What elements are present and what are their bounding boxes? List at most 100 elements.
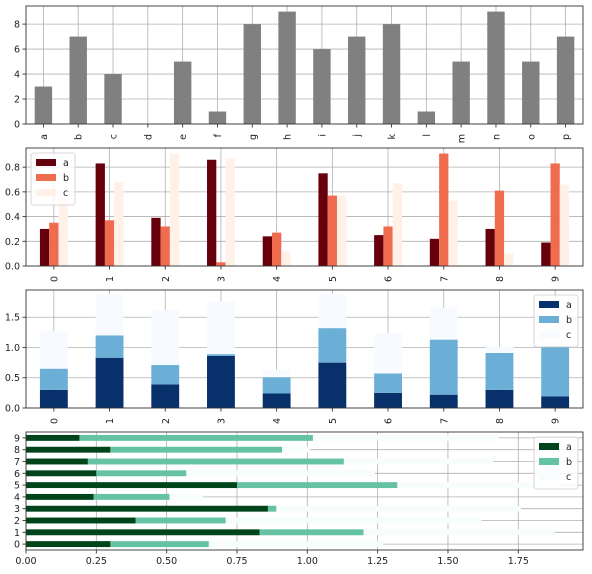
legend-swatch-a: [539, 301, 559, 308]
bar-a-2: [151, 384, 180, 408]
legend-label-b: b: [63, 173, 69, 184]
bar-b-8: [485, 352, 514, 390]
bar-c-0: [208, 541, 384, 548]
bar-b-7: [429, 339, 458, 395]
bar-b-2: [135, 517, 226, 524]
bar-c-1: [95, 294, 124, 336]
bar-a-1: [95, 163, 105, 266]
chart-panel-3: 0.0 0.5 1.0 1.5 0 1 2 3 4 5 6 7 8 9 abc: [5, 289, 584, 424]
bar-a-2: [151, 217, 161, 266]
bar-c-9: [312, 434, 499, 441]
bar-a-9: [541, 242, 551, 266]
x-tick-label: 5: [328, 418, 339, 424]
bar-c-5: [336, 195, 347, 266]
x-tick-label: p: [561, 134, 572, 140]
x-tick-label: 6: [384, 276, 395, 282]
x-tick-label: 2: [161, 276, 172, 282]
bar-a-7: [26, 458, 88, 465]
x-tick-label: d: [143, 134, 154, 140]
bar-a-1: [26, 529, 260, 536]
bar-c-4: [169, 493, 204, 500]
legend-swatch-b: [539, 316, 559, 323]
chart-panel-1: 0 2 4 6 8 a b c d e f g h i j k l m n o p: [14, 5, 584, 143]
bar-c-3: [276, 505, 522, 512]
x-tick-label: 3: [216, 418, 227, 424]
bar-value-j: [348, 36, 366, 125]
bar-b-9: [541, 346, 570, 397]
x-tick-label: 1.75: [508, 556, 529, 567]
y-tick-label: 8: [14, 20, 20, 31]
bar-b-5: [318, 328, 347, 363]
legend: abc: [533, 294, 579, 348]
legend-label-a: a: [63, 158, 69, 169]
x-tick-label: 0: [49, 418, 60, 424]
x-tick-label: 4: [272, 418, 283, 424]
bar-b-3: [207, 354, 235, 356]
bar-a-9: [541, 396, 570, 408]
x-tick-label: o: [526, 134, 537, 140]
y-tick-label: 5: [14, 481, 20, 492]
y-tick-label: 0.4: [5, 212, 20, 223]
axes-frame: [25, 5, 584, 125]
bar-value-c: [104, 74, 122, 124]
bar-c-3: [207, 301, 235, 355]
x-tick-label: 0.50: [156, 556, 177, 567]
axes-frame: [25, 289, 584, 409]
x-tick-label: 8: [495, 276, 506, 282]
bar-c-2: [151, 309, 180, 366]
y-tick-label: 0.0: [5, 262, 20, 273]
x-tick-label: 1.50: [437, 556, 458, 567]
bar-b-0: [39, 368, 68, 390]
bar-c-0: [58, 189, 68, 266]
x-tick-label: 9: [551, 418, 562, 424]
y-tick-label: 0.0: [5, 404, 20, 415]
bar-value-m: [452, 61, 470, 124]
x-tick-label: e: [178, 134, 189, 140]
x-tick-label: 8: [495, 418, 506, 424]
bar-a-8: [26, 446, 111, 453]
bar-a-4: [26, 493, 94, 500]
x-tick-label: b: [74, 134, 85, 140]
x-tick-label: 0.75: [226, 556, 247, 567]
legend-label-a: a: [566, 300, 572, 311]
x-tick-label: 6: [384, 418, 395, 424]
legend-swatch-c: [539, 331, 559, 338]
bar-b-9: [79, 434, 313, 441]
bar-c-1: [363, 529, 555, 536]
bar-b-5: [236, 482, 398, 489]
x-tick-label: a: [39, 134, 50, 140]
x-tick-label: m: [457, 134, 468, 143]
legend-label-c: c: [63, 188, 68, 199]
legend-swatch-a: [539, 443, 559, 450]
legend-swatch-b: [539, 458, 559, 465]
bar-value-n: [487, 11, 505, 124]
x-tick-label: 1: [105, 276, 116, 282]
y-tick-label: 2: [14, 95, 20, 106]
bar-c-5: [397, 482, 558, 489]
bar-b-8: [494, 190, 505, 266]
bar-c-3: [225, 158, 235, 266]
bar-value-p: [556, 36, 575, 125]
bar-c-8: [281, 446, 311, 453]
bar-a-5: [26, 482, 237, 489]
bar-c-6: [186, 470, 375, 477]
bar-b-5: [327, 195, 337, 266]
bar-c-4: [262, 369, 291, 378]
bar-value-l: [417, 111, 436, 124]
bar-b-8: [110, 446, 282, 453]
bar-value-b: [69, 36, 87, 125]
bar-b-6: [96, 470, 187, 477]
bar-b-3: [216, 262, 226, 266]
x-tick-label: n: [491, 134, 502, 140]
x-tick-label: 7: [439, 276, 450, 282]
bar-a-4: [262, 393, 291, 408]
y-tick-label: 3: [14, 504, 20, 515]
y-tick-label: 7: [14, 457, 20, 468]
bar-a-3: [207, 355, 235, 408]
bar-a-2: [26, 517, 136, 524]
x-tick-label: 2: [161, 418, 172, 424]
x-tick-label: 1.00: [297, 556, 318, 567]
bar-a-4: [262, 236, 273, 266]
bar-b-6: [374, 373, 402, 393]
bar-b-0: [110, 541, 209, 548]
